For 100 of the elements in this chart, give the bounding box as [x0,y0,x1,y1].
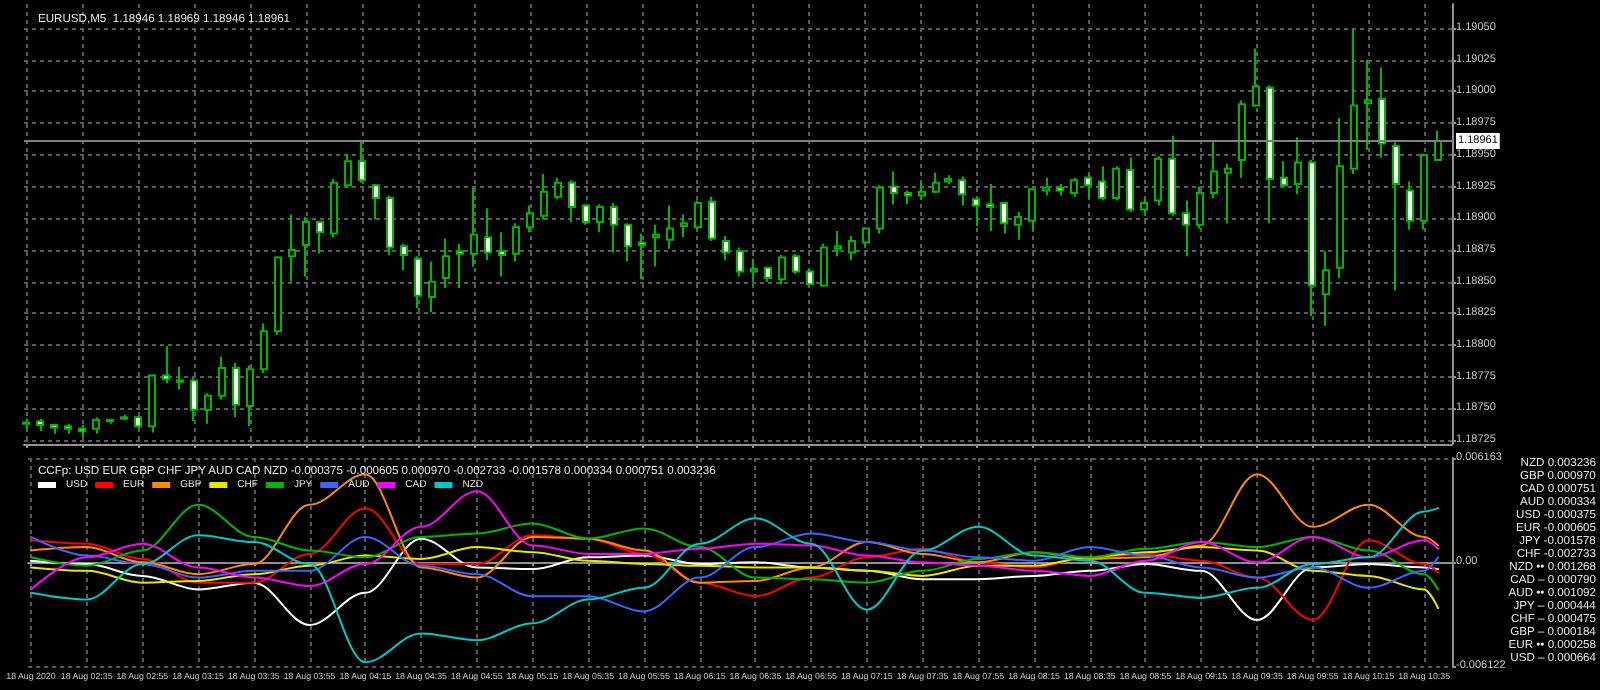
candlestick [694,199,702,231]
candlestick [78,423,86,438]
candlestick [22,417,30,432]
candlestick [722,235,730,262]
candlestick [526,204,534,234]
candlestick [400,242,408,272]
candlestick [778,254,786,286]
candlestick [442,237,450,290]
candlestick [1392,141,1400,292]
candlestick [1168,134,1176,217]
candlestick [596,203,604,234]
candlestick [1014,210,1022,241]
line-series [29,532,1440,613]
candlestick [428,260,436,314]
candlestick [484,207,492,262]
candlestick [1126,156,1134,213]
candlestick [162,345,170,385]
candlestick [1098,165,1106,202]
candlestick [134,415,142,430]
candlestick [540,172,548,221]
candlestick [470,186,478,268]
candlestick [1042,176,1050,197]
candlestick [932,171,940,194]
candlestick [1434,129,1442,161]
candlestick [36,417,44,433]
candlestick [498,231,506,278]
candlestick [344,152,352,189]
candlestick [904,189,912,206]
candlestick [610,202,618,254]
candlestick [92,416,100,435]
line-series [29,537,1440,626]
candlestick [1056,183,1064,197]
candlestick [148,373,156,434]
candlestick [652,223,660,268]
candlestick [624,222,632,263]
candlestick [1210,139,1218,200]
candlestick [120,413,128,421]
candlestick [1364,58,1372,151]
candlestick [1140,197,1148,216]
candlestick [414,255,422,310]
candlestick [1266,84,1274,225]
candlestick [750,257,758,283]
candlestick [944,174,952,186]
candlestick [316,221,324,255]
candlestick [666,204,674,250]
candlestick [792,252,800,276]
candlestick [582,203,590,226]
candlestick [372,183,380,221]
candlestick [176,365,184,391]
candlestick [1280,160,1288,189]
candlestick [764,265,772,283]
candlestick [204,392,212,425]
candlestick [260,322,268,374]
candlestick [986,183,994,232]
candlestick [330,177,338,239]
candlestick [972,195,980,227]
line-series [29,507,1440,621]
line-series [29,507,1440,664]
candlestick [568,179,576,224]
candlestick [1154,155,1162,207]
candlestick [1420,152,1428,231]
candlestick [554,176,562,201]
candlestick [106,417,114,425]
candlestick [680,213,688,239]
candlestick [190,377,198,423]
candlestick [358,139,366,184]
candlestick [50,422,58,435]
line-series [29,546,1440,610]
candlestick [1322,250,1330,328]
candlestick [302,216,310,278]
candlestick [638,232,646,281]
candlestick [1112,165,1120,202]
candlestick [806,268,814,288]
candlestick [1336,117,1344,279]
candlestick [1252,47,1260,108]
candlestick [1084,172,1092,201]
line-series [29,473,1440,584]
candlestick [288,213,296,283]
candlestick [1028,185,1036,232]
candlestick [64,422,72,435]
candlestick [1406,180,1414,231]
candlestick [232,361,240,419]
candlestick [918,180,926,201]
candlestick [1294,136,1302,196]
candlestick [1000,200,1008,235]
candlestick [512,222,520,263]
candlestick [1350,27,1358,175]
candlestick [1224,162,1232,225]
candlestick [1070,176,1078,198]
candlestick [958,175,966,207]
candlestick [1182,199,1190,258]
candlestick [708,195,716,243]
candlestick [890,170,898,206]
candlestick [876,184,884,235]
candlestick [820,242,828,288]
candlestick [218,355,226,401]
candlestick [1196,185,1204,230]
candlestick [834,229,842,258]
candlestick [1378,66,1386,159]
candlestick [1238,99,1246,179]
